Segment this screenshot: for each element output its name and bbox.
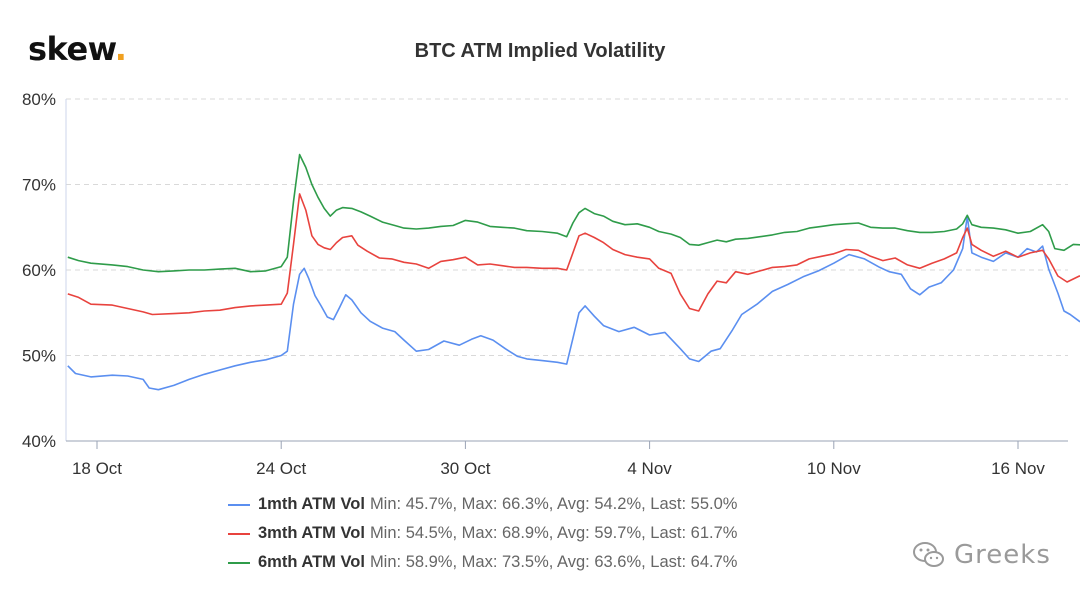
watermark: Greeks [912, 540, 1051, 570]
legend-label-1mth: 1mth ATM Vol [258, 495, 365, 513]
y-tick-label: 50% [22, 347, 56, 366]
y-tick-label: 60% [22, 261, 56, 280]
legend-item-3mth[interactable]: 3mth ATM Vol Min: 54.5%, Max: 68.9%, Avg… [228, 519, 737, 548]
y-tick-label: 70% [22, 176, 56, 195]
y-tick-label: 80% [22, 90, 56, 109]
series-line-3mth [67, 193, 1080, 316]
wechat-icon [913, 542, 944, 567]
x-tick-label: 24 Oct [256, 459, 306, 478]
y-tick-label: 40% [22, 432, 56, 451]
legend-swatch-3mth [228, 532, 250, 535]
skew-logo: skew. [28, 30, 127, 68]
chart-legend: 1mth ATM Vol Min: 45.7%, Max: 66.3%, Avg… [228, 490, 737, 577]
x-tick-label: 4 Nov [627, 459, 672, 478]
legend-stats-3mth: Min: 54.5%, Max: 68.9%, Avg: 59.7%, Last… [369, 524, 738, 542]
chart-title: BTC ATM Implied Volatility [414, 40, 666, 62]
legend-label-3mth: 3mth ATM Vol [258, 524, 365, 542]
x-tick-label: 18 Oct [72, 459, 122, 478]
x-tick-label: 10 Nov [807, 459, 861, 478]
series-line-6mth [67, 153, 1080, 273]
x-tick-label: 16 Nov [991, 459, 1045, 478]
legend-item-1mth[interactable]: 1mth ATM Vol Min: 45.7%, Max: 66.3%, Avg… [228, 490, 737, 519]
legend-stats-6mth: Min: 58.9%, Max: 73.5%, Avg: 63.6%, Last… [369, 553, 738, 571]
legend-swatch-1mth [228, 503, 250, 506]
legend-item-6mth[interactable]: 6mth ATM Vol Min: 58.9%, Max: 73.5%, Avg… [228, 548, 737, 577]
logo-text: skew [28, 30, 115, 68]
watermark-text: Greeks [954, 540, 1051, 570]
x-tick-label: 30 Oct [440, 459, 490, 478]
legend-stats-1mth: Min: 45.7%, Max: 66.3%, Avg: 54.2%, Last… [369, 495, 738, 513]
legend-swatch-6mth [228, 561, 250, 564]
legend-label-6mth: 6mth ATM Vol [258, 553, 365, 571]
logo-dot: . [114, 30, 127, 68]
series-line-1mth [67, 215, 1080, 391]
